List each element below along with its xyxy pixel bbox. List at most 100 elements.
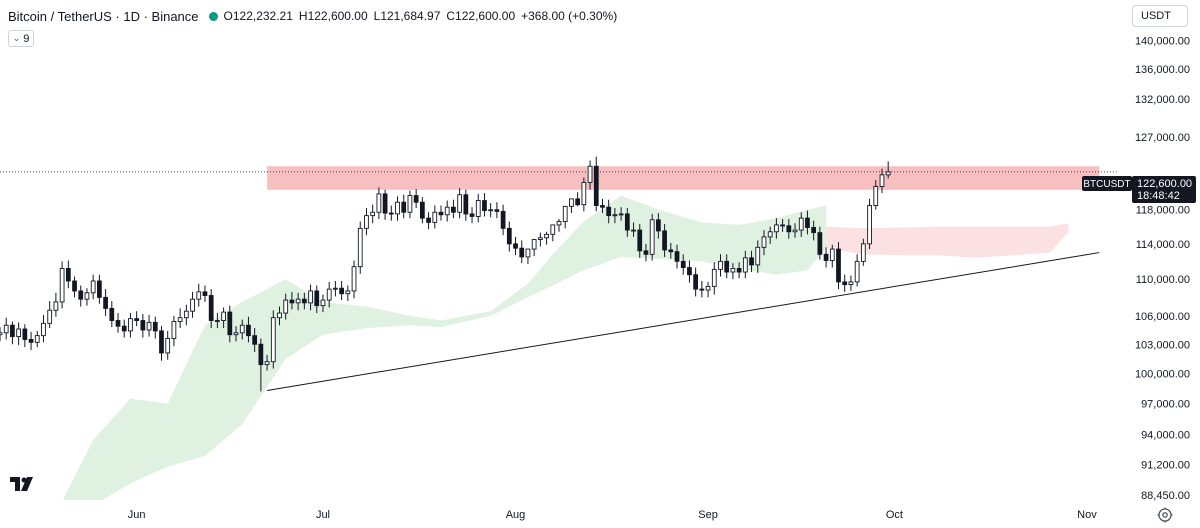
tradingview-logo-icon[interactable]	[10, 476, 38, 492]
candle	[475, 193, 481, 223]
candle	[569, 198, 574, 214]
candle	[370, 204, 376, 224]
candle-body-up	[239, 324, 245, 334]
y-tick-label: 97,000.00	[1141, 399, 1190, 411]
candle-body-up	[774, 224, 779, 233]
candle-body-down	[246, 324, 251, 337]
candle-body-down	[469, 213, 475, 217]
candle-body-up	[34, 335, 40, 343]
price-tag-bg	[1132, 176, 1196, 203]
candle-body-up	[146, 321, 152, 331]
candle-body-up	[544, 233, 549, 239]
candle-body-up	[53, 301, 59, 311]
candle-body-up	[351, 266, 357, 292]
candle	[519, 240, 525, 264]
candle	[233, 326, 239, 342]
candle-body-up	[395, 201, 400, 215]
symbol-tag-bg	[1082, 176, 1132, 191]
candle	[649, 213, 655, 261]
candle-body-up	[718, 260, 723, 270]
candle	[53, 292, 59, 317]
candle-body-down	[451, 206, 456, 213]
candle-body-up	[16, 328, 22, 338]
price-tag-value: 122,600.00	[1137, 178, 1192, 190]
candle	[469, 207, 475, 224]
candle	[867, 198, 872, 250]
candle-body-down	[103, 296, 108, 309]
candle	[357, 221, 363, 274]
currency-selector[interactable]: USDT	[1132, 5, 1188, 27]
candle	[848, 275, 854, 291]
candle-body-up	[761, 236, 767, 248]
candle	[506, 221, 512, 252]
x-tick-label: Sep	[698, 509, 718, 521]
indicators-collapse-button[interactable]: ⌄ 9	[8, 30, 34, 47]
candle-body-up	[531, 239, 537, 250]
candle	[482, 193, 487, 217]
candle-body-up	[215, 320, 220, 322]
candle-body-up	[283, 299, 289, 314]
candle-body-up	[879, 174, 885, 187]
candle	[227, 305, 233, 343]
candle-body-down	[668, 249, 674, 253]
candle-body-up	[370, 211, 376, 217]
candle	[388, 205, 394, 221]
candle-body-down	[227, 311, 233, 336]
candle-body-down	[28, 339, 34, 343]
candle-body-up	[295, 298, 301, 304]
candle	[500, 204, 506, 236]
candle-body-down	[513, 243, 518, 249]
candle	[612, 208, 618, 224]
candle-body-up	[90, 280, 96, 294]
candle-body-up	[3, 324, 9, 334]
candle	[65, 260, 71, 289]
candle	[0, 327, 3, 342]
candle-body-down	[426, 217, 431, 223]
candle	[413, 188, 419, 209]
time-axis[interactable]: Jun Jul Aug Sep Oct Nov	[128, 509, 1097, 521]
candle	[28, 331, 34, 351]
candle-body-up	[165, 338, 171, 354]
candle	[618, 207, 624, 221]
candle	[177, 308, 183, 329]
candle-body-up	[183, 310, 189, 319]
symbol-title[interactable]: Bitcoin / TetherUS · 1D · Binance	[8, 8, 199, 24]
candle	[72, 276, 77, 298]
candle-body-down	[109, 307, 115, 321]
candle-body-up	[798, 217, 804, 231]
candle-body-up	[860, 243, 866, 262]
candle	[668, 242, 674, 259]
candle-body-up	[333, 287, 338, 290]
candle-body-down	[506, 227, 512, 245]
candlestick-series	[0, 156, 891, 392]
candle	[606, 199, 612, 224]
y-tick-label: 94,000.00	[1141, 430, 1190, 442]
candle	[183, 304, 189, 326]
candle	[699, 280, 705, 298]
candle	[395, 196, 400, 221]
candle	[432, 205, 438, 229]
candle-body-up	[308, 290, 313, 304]
candle	[550, 224, 556, 242]
candle	[624, 208, 630, 237]
candle	[270, 310, 276, 369]
candle-body-down	[606, 206, 612, 217]
ohlc-close: C122,600.00	[446, 9, 516, 23]
candle-body-up	[41, 322, 46, 337]
candle-body-down	[780, 224, 785, 227]
candle	[407, 190, 413, 219]
settings-gear-icon[interactable]	[1156, 506, 1174, 524]
candle	[59, 261, 65, 309]
candle	[724, 254, 730, 279]
x-tick-label: Jun	[128, 509, 146, 521]
candle-body-down	[252, 335, 258, 345]
candle	[34, 330, 40, 348]
y-tick-label: 127,000.00	[1135, 132, 1190, 144]
candle-body-down	[401, 201, 407, 213]
last-price-tag: BTCUSDT 122,600.00 18:48:42	[1082, 176, 1196, 203]
candle-body-up	[475, 200, 481, 217]
candle-body-up	[221, 311, 226, 321]
price-axis[interactable]: 140,000.00 136,000.00 132,000.00 127,000.00…	[1135, 36, 1190, 502]
candle	[134, 311, 140, 327]
